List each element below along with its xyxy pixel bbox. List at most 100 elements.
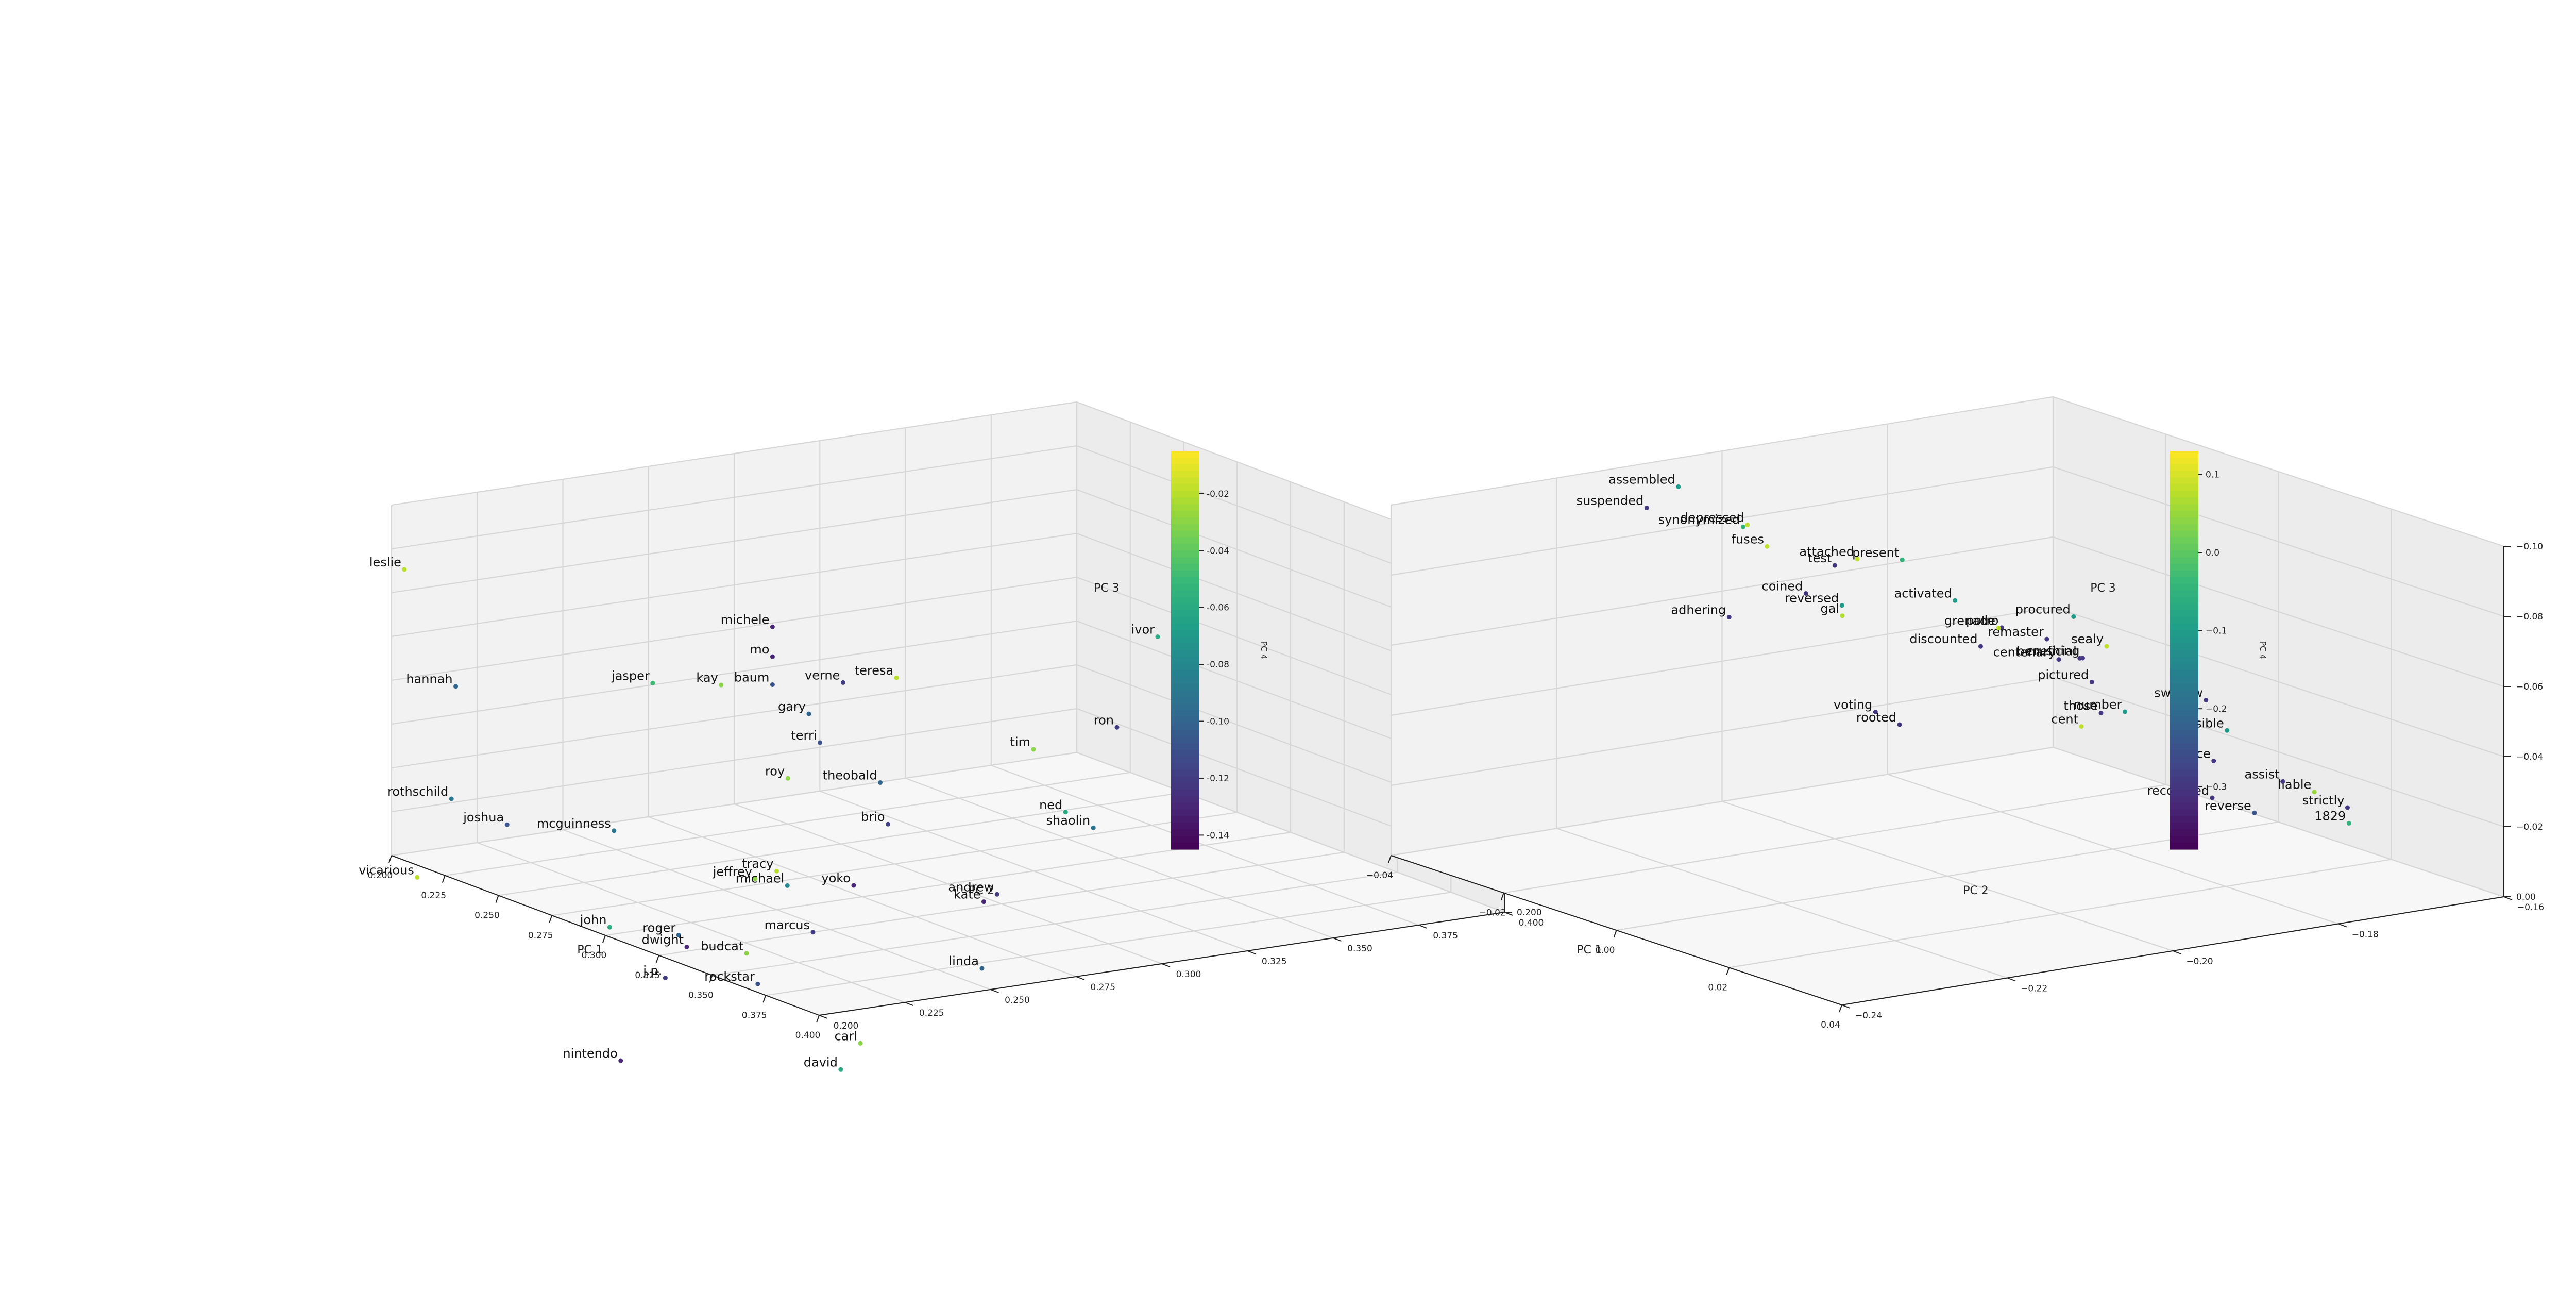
y-tick: [2338, 923, 2347, 928]
gridline-z: [391, 445, 1505, 607]
y-tick-label: −0.18: [2352, 930, 2379, 940]
x-tick-label: 0.400: [795, 1030, 821, 1041]
z-tick-label: −0.08: [2516, 612, 2543, 622]
y-tick: [1247, 950, 1256, 954]
x-tick: [1613, 930, 1617, 938]
colorbar-segment: [1171, 823, 1199, 830]
x-tick-label: 0.250: [474, 911, 500, 921]
x-tick-label: −0.02: [1479, 908, 1506, 918]
colorbar-segment: [1171, 557, 1199, 564]
colorbar-segment: [2170, 816, 2198, 824]
colorbar-segment: [1171, 471, 1199, 478]
scatter-points: leslie hannah rothschild vicarious jasper jos…: [359, 555, 1160, 1072]
colorbar-segment: [2170, 451, 2198, 458]
point-fuses: [1765, 544, 1770, 549]
gridline-z: [1391, 746, 2504, 898]
y-tick: [904, 1002, 913, 1006]
y-tick-label: 0.375: [1433, 931, 1458, 941]
y-tick: [1418, 925, 1428, 929]
x-tick: [442, 875, 446, 883]
colorbar-segment: [1171, 710, 1199, 717]
point-andrew: [994, 892, 999, 897]
colorbar-segment: [1171, 802, 1199, 810]
colorbar-segment: [1171, 683, 1199, 691]
x-tick-label: 0.300: [582, 950, 607, 961]
point-label: kate: [954, 887, 980, 902]
colorbar-segment: [1171, 636, 1199, 644]
colorbar-segment: [2170, 690, 2198, 697]
colorbar-segment: [1171, 643, 1199, 651]
point-label: michael: [736, 871, 785, 885]
colorbar-segment: [2170, 736, 2198, 744]
y-tick-label: −0.24: [1855, 1011, 1882, 1021]
colorbar-segment: [1171, 497, 1199, 505]
point-label: dwight: [642, 933, 684, 947]
colorbar-segment: [2170, 763, 2198, 770]
point-cent: [2079, 724, 2084, 729]
gridline-z: [1391, 396, 2504, 547]
colorbar-segment: [2170, 457, 2198, 465]
point-label: reverse: [2205, 798, 2251, 813]
colorbar-segment: [2170, 790, 2198, 797]
point-jp: [663, 976, 668, 981]
point-label: baum: [734, 670, 770, 685]
colorbar-segment: [2170, 630, 2198, 638]
colorbar-segment: [2170, 730, 2198, 737]
point-label: present: [1852, 545, 1899, 560]
point-rooted: [1897, 722, 1902, 727]
x-tick: [602, 935, 606, 943]
y-tick-label: −0.20: [2186, 957, 2213, 967]
point-label: budcat: [701, 939, 743, 953]
colorbar-segment: [1171, 776, 1199, 783]
z-tick-label: −0.02: [2516, 822, 2543, 832]
point-label: andrew: [948, 880, 994, 894]
colorbar-segment: [2170, 477, 2198, 485]
point-michael: [785, 883, 790, 888]
gridline-z: [391, 708, 1505, 869]
y-tick-label: 0.350: [1347, 944, 1372, 954]
point-theobald: [878, 780, 883, 785]
colorbar-segment: [2170, 597, 2198, 604]
colorbar-segment: [1171, 623, 1199, 631]
x-tick: [549, 915, 553, 923]
point-label: kay: [696, 670, 718, 685]
colorbar-tick-label: -0.10: [1207, 717, 1229, 727]
point-dwight: [684, 945, 689, 949]
colorbar-tick-label: -0.14: [1207, 830, 1229, 841]
point-pictured: [2089, 680, 2094, 684]
y-tick-label: 0.250: [1005, 995, 1030, 1005]
point-sealy: [2104, 644, 2109, 649]
point-shaolin: [1091, 825, 1096, 830]
colorbar-segment: [1171, 677, 1199, 684]
point-label: hannah: [406, 672, 452, 686]
colorbar-segment: [1171, 690, 1199, 697]
colorbar-segment: [1171, 524, 1199, 531]
point-label: activated: [1894, 586, 1952, 600]
point-roy: [785, 776, 790, 781]
y-tick-label: −0.16: [2517, 902, 2544, 913]
point-label: number: [2074, 697, 2122, 712]
colorbar-tick-label: -0.12: [1207, 774, 1229, 784]
point-label: synonymized: [1658, 512, 1740, 527]
x-tick-label: 0.350: [688, 991, 714, 1001]
colorbar-tick-label: -0.08: [1207, 660, 1229, 670]
point-label: voting: [1834, 698, 1872, 712]
x-tick-label: 0.00: [1596, 945, 1615, 955]
y-tick: [2007, 977, 2016, 982]
z-tick-label: −0.10: [2516, 542, 2543, 552]
colorbar-segment: [2170, 710, 2198, 717]
colorbar-segment: [1171, 484, 1199, 491]
gridlines: [1390, 396, 2505, 1006]
point-baum: [770, 682, 775, 687]
colorbar-segment: [2170, 829, 2198, 836]
point-label: joshua: [463, 810, 504, 825]
gridline-z: [391, 532, 1505, 694]
point-nintendo: [618, 1058, 623, 1063]
point-possible: [2225, 728, 2230, 733]
point-gary: [806, 711, 811, 716]
point-label: leslie: [369, 555, 401, 569]
colorbar-segment: [1171, 570, 1199, 578]
colorbar-segment: [1171, 544, 1199, 551]
point-terri: [818, 740, 822, 745]
colorbar-segment: [1171, 464, 1199, 472]
